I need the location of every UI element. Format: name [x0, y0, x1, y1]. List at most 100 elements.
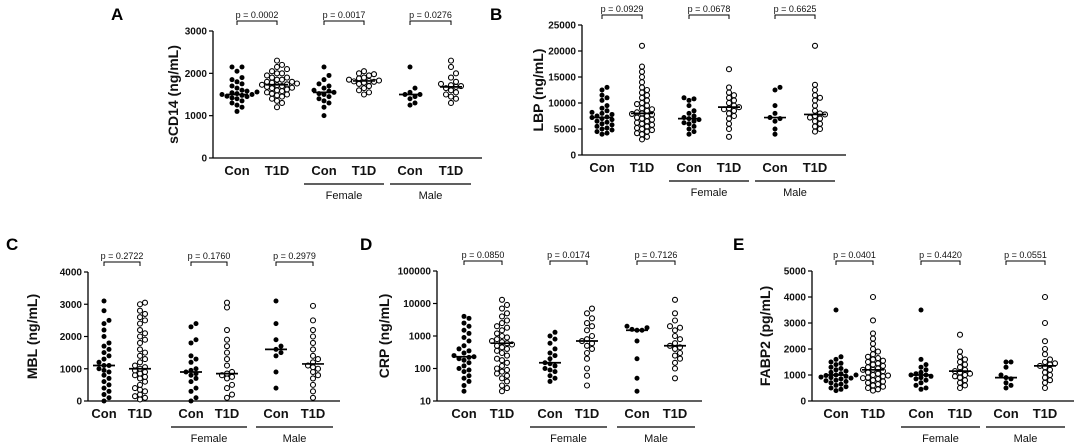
data-point: [828, 385, 834, 391]
data-point: [278, 99, 286, 107]
data-point: [643, 86, 651, 94]
data-point: [874, 386, 882, 393]
data-point: [676, 349, 684, 357]
group-label: Con: [397, 163, 422, 178]
data-point: [498, 344, 506, 351]
data-point: [442, 91, 450, 98]
data-point: [869, 345, 877, 353]
p-value-label: p = 0.0678: [688, 4, 731, 14]
data-point: [461, 363, 467, 369]
data-point: [638, 136, 646, 143]
data-point: [725, 66, 733, 73]
data-point: [309, 364, 317, 371]
data-point: [725, 84, 733, 91]
data-point: [498, 332, 506, 340]
data-point: [283, 66, 291, 73]
p-value-label: p = 0.0850: [462, 250, 505, 260]
data-point: [309, 333, 317, 340]
data-point: [583, 382, 591, 389]
data-point: [638, 68, 646, 75]
data-point: [106, 346, 112, 352]
data-point: [638, 73, 646, 81]
data-point: [869, 387, 877, 394]
group-t1d-points: [664, 296, 686, 382]
data-point: [493, 370, 501, 377]
data-point: [493, 347, 501, 354]
group-con-points: [995, 359, 1017, 391]
data-point: [461, 334, 467, 340]
y-axis-label: FABP2 (pg/mL): [757, 286, 773, 386]
p-value-label: p = 0.4420: [919, 250, 962, 260]
data-point: [869, 356, 877, 363]
data-point: [258, 81, 266, 88]
data-point: [643, 118, 651, 125]
data-point: [239, 98, 245, 104]
data-point: [816, 115, 824, 122]
group-t1d-points: [129, 299, 151, 403]
data-point: [686, 126, 692, 132]
data-point: [447, 99, 455, 107]
group-t1d-points: [437, 57, 465, 107]
data-point: [961, 382, 969, 389]
group-label: Con: [451, 406, 476, 421]
data-point: [131, 393, 139, 400]
data-point: [828, 369, 834, 375]
data-point: [498, 305, 506, 312]
data-point: [588, 332, 596, 340]
group-con-points: [311, 64, 337, 119]
group-con-points: [265, 298, 287, 391]
data-point: [223, 375, 231, 382]
data-point: [228, 391, 236, 398]
data-point: [681, 95, 687, 101]
data-point: [552, 329, 558, 335]
data-point: [498, 375, 506, 382]
data-point: [874, 370, 882, 377]
comparison-bracket: [601, 14, 643, 19]
data-point: [461, 388, 467, 394]
group-label: T1D: [575, 406, 600, 421]
data-point: [1008, 382, 1014, 388]
data-point: [874, 360, 882, 367]
data-point: [375, 77, 383, 84]
data-point: [223, 385, 231, 392]
data-point: [466, 360, 472, 366]
data-point: [309, 388, 317, 395]
data-point: [223, 394, 231, 401]
data-point: [234, 79, 240, 85]
data-point: [643, 123, 651, 130]
data-point: [918, 364, 924, 370]
data-point: [188, 388, 194, 394]
data-point: [838, 360, 844, 366]
data-point: [869, 371, 877, 379]
data-point: [345, 76, 353, 83]
data-point: [466, 338, 472, 344]
data-point: [643, 97, 651, 104]
data-point: [244, 94, 250, 100]
data-point: [503, 334, 511, 341]
data-point: [633, 119, 641, 126]
data-point: [869, 377, 877, 384]
data-point: [634, 388, 640, 394]
data-point: [638, 42, 646, 49]
data-point: [923, 362, 929, 368]
data-point: [643, 133, 651, 140]
data-point: [1041, 338, 1049, 345]
data-point: [219, 92, 225, 97]
data-point: [229, 95, 235, 101]
data-point: [234, 85, 240, 91]
data-point: [461, 343, 467, 349]
data-point: [956, 374, 964, 381]
data-point: [547, 378, 553, 384]
data-point: [278, 70, 286, 77]
data-point: [314, 365, 322, 372]
data-point: [326, 94, 332, 100]
data-point: [772, 118, 778, 124]
data-point: [106, 317, 112, 323]
data-point: [725, 99, 733, 107]
data-point: [188, 379, 194, 385]
data-point: [638, 89, 646, 96]
data-point: [811, 107, 819, 114]
data-point: [594, 129, 600, 135]
data-point: [552, 375, 558, 381]
data-point: [452, 70, 460, 77]
